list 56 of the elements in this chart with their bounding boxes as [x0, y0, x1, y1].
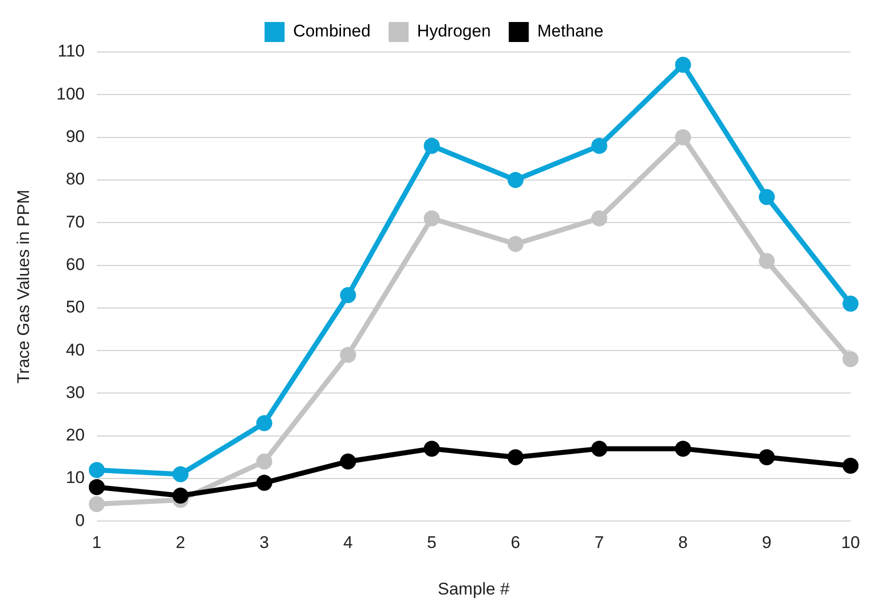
- point: [842, 458, 859, 474]
- point: [758, 189, 775, 206]
- x-axis-title: Sample #: [438, 579, 510, 598]
- point: [591, 210, 608, 226]
- x-tick-label: 10: [841, 533, 860, 552]
- x-tick-label: 8: [678, 533, 688, 552]
- y-tick-label: 60: [66, 254, 85, 274]
- x-tick-label: 3: [260, 533, 270, 552]
- point: [758, 253, 775, 270]
- legend-label: Combined: [293, 22, 371, 41]
- point: [842, 351, 859, 368]
- point: [256, 474, 272, 491]
- point: [424, 440, 440, 457]
- legend-label: Hydrogen: [417, 22, 491, 41]
- point: [508, 172, 524, 188]
- x-tick-label: 7: [594, 533, 604, 552]
- y-tick-label: 40: [66, 340, 85, 360]
- point: [424, 138, 440, 154]
- point: [172, 466, 189, 482]
- y-tick-label: 110: [58, 42, 85, 61]
- point: [591, 138, 608, 154]
- y-tick-label: 20: [66, 426, 85, 445]
- x-tick-label: 1: [92, 533, 102, 552]
- x-tick-label: 4: [343, 533, 353, 552]
- y-tick-label: 70: [66, 212, 85, 232]
- legend-label: Methane: [537, 22, 604, 41]
- point: [340, 287, 356, 304]
- y-axis-title: Trace Gas Values in PPM: [14, 190, 33, 384]
- point: [340, 346, 356, 363]
- point: [508, 449, 524, 466]
- x-tick-label: 5: [427, 533, 437, 552]
- y-tick-label: 10: [66, 468, 85, 488]
- point: [256, 415, 272, 432]
- point: [758, 449, 775, 466]
- y-tick-label: 90: [66, 126, 85, 146]
- point: [256, 453, 272, 470]
- point: [340, 453, 356, 470]
- y-tick-label: 30: [66, 382, 85, 402]
- point: [88, 479, 105, 496]
- y-tick-label: 80: [66, 170, 85, 189]
- y-tick-label: 0: [75, 510, 85, 530]
- point: [88, 462, 105, 478]
- point: [675, 129, 692, 146]
- point: [172, 488, 189, 504]
- x-tick-label: 6: [510, 533, 520, 552]
- point: [675, 440, 692, 457]
- point: [88, 496, 105, 512]
- point: [591, 440, 608, 457]
- y-tick-label: 50: [66, 298, 85, 317]
- x-tick-label: 2: [176, 533, 186, 552]
- point: [842, 296, 859, 312]
- x-tick-label: 9: [762, 533, 772, 552]
- point: [508, 236, 524, 252]
- y-tick-label: 100: [56, 84, 85, 104]
- point: [675, 56, 692, 73]
- point: [424, 210, 440, 226]
